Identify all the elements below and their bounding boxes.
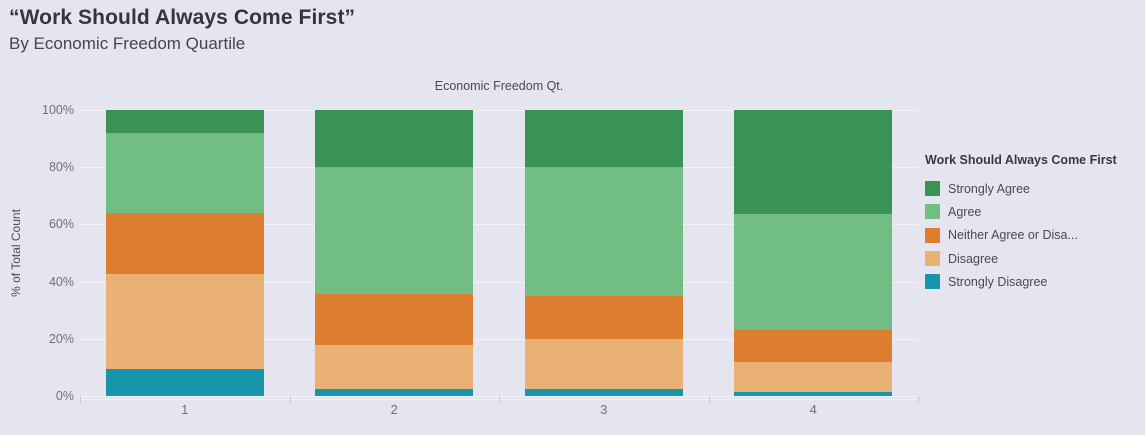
y-tick-label: 60%: [48, 217, 74, 232]
bar-segment[interactable]: [315, 388, 474, 396]
bar-segment[interactable]: [734, 214, 893, 331]
category-band: [709, 110, 919, 396]
y-tick-label: 80%: [48, 160, 74, 175]
gridline: [80, 167, 918, 169]
plot-area: [80, 110, 919, 397]
bar-segment[interactable]: [734, 391, 893, 396]
gridline: [80, 110, 918, 111]
category-boundary-tick: [289, 396, 291, 403]
bar-segment[interactable]: [524, 295, 683, 339]
stacked-bar: [315, 110, 474, 396]
y-tick-label: 100%: [42, 103, 74, 117]
legend-item[interactable]: Strongly Disagree: [925, 270, 1140, 293]
stacked-bar: [105, 110, 264, 396]
y-tick-label: 40%: [48, 274, 74, 289]
bar-segment[interactable]: [105, 274, 264, 369]
legend-item-label: Agree: [948, 204, 982, 219]
legend-item-label: Strongly Agree: [948, 181, 1030, 196]
bar-segment[interactable]: [734, 110, 893, 215]
legend-swatch: [925, 204, 940, 220]
y-tick-label: 20%: [48, 331, 74, 346]
legend: Work Should Always Come First Strongly A…: [925, 153, 1140, 293]
legend-swatch: [925, 251, 940, 267]
y-tick-label: 0%: [55, 389, 74, 403]
x-axis-tick-labels: 1 2 3 4: [80, 402, 918, 420]
stacked-bar: [524, 110, 683, 396]
legend-item-label: Disagree: [948, 251, 999, 266]
page-subtitle: By Economic Freedom Quartile: [9, 34, 246, 53]
bar-segment[interactable]: [105, 132, 264, 213]
bar-segment[interactable]: [734, 361, 893, 392]
bar-segment[interactable]: [315, 294, 474, 345]
legend-item-label: Strongly Disagree: [948, 274, 1048, 289]
bar-segment[interactable]: [734, 330, 893, 362]
bar-segment[interactable]: [524, 388, 683, 396]
gridline: [80, 224, 918, 226]
legend-title: Work Should Always Come First: [925, 153, 1117, 167]
category-band: [499, 110, 709, 396]
category-band: [80, 110, 290, 396]
bar-segment[interactable]: [524, 338, 683, 389]
legend-item[interactable]: Agree: [925, 200, 1140, 223]
bar-segment[interactable]: [524, 167, 683, 296]
legend-item[interactable]: Strongly Agree: [925, 177, 1140, 200]
bar-segment[interactable]: [315, 167, 474, 295]
gridline: [80, 281, 918, 283]
bar-segment[interactable]: [105, 110, 264, 133]
gridline: [80, 338, 918, 340]
x-tick-label: 4: [809, 402, 817, 417]
bar-segment[interactable]: [105, 368, 264, 396]
legend-item-label: Neither Agree or Disa...: [948, 228, 1078, 243]
y-axis-tick-labels: 0% 20% 40% 60% 80% 100%: [0, 103, 74, 403]
legend-swatch: [925, 227, 940, 243]
legend-swatch: [925, 274, 940, 290]
column-axis-title: Economic Freedom Qt.: [434, 79, 564, 93]
x-tick-label: 2: [390, 402, 398, 417]
legend-item[interactable]: Disagree: [925, 247, 1140, 270]
category-boundary-tick: [499, 396, 500, 403]
x-tick-label: 3: [600, 402, 608, 417]
bar-segment[interactable]: [315, 344, 474, 389]
legend-swatch: [925, 181, 940, 197]
x-tick-label: 1: [181, 402, 189, 417]
category-boundary-tick: [80, 396, 81, 403]
category-boundary-tick: [918, 396, 919, 403]
bar-segment[interactable]: [524, 110, 683, 168]
bar-segment[interactable]: [105, 212, 264, 275]
category-band: [290, 110, 500, 396]
bar-segment[interactable]: [315, 110, 474, 168]
page-title: “Work Should Always Come First”: [9, 6, 356, 29]
category-boundary-tick: [708, 396, 710, 403]
legend-item[interactable]: Neither Agree or Disa...: [925, 224, 1140, 247]
stacked-bar: [734, 110, 893, 396]
